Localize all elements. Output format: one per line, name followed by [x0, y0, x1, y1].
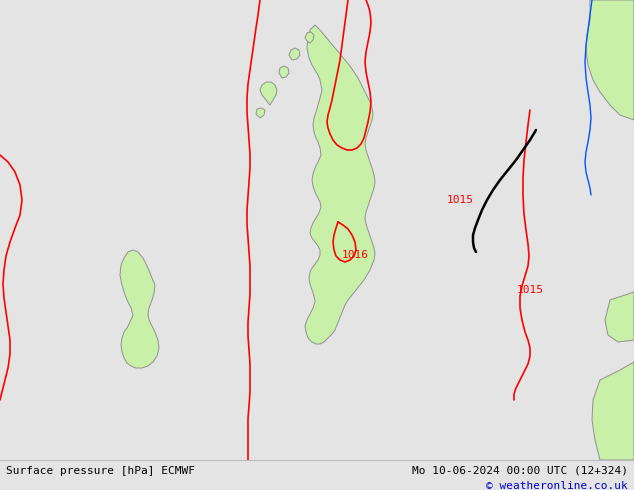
Text: 1016: 1016 [342, 250, 368, 260]
Text: 1015: 1015 [446, 195, 474, 205]
Polygon shape [260, 82, 277, 105]
Polygon shape [605, 292, 634, 342]
Polygon shape [305, 32, 314, 43]
Text: 1015: 1015 [517, 285, 543, 295]
Polygon shape [279, 66, 289, 78]
Polygon shape [289, 48, 300, 60]
Polygon shape [305, 25, 375, 344]
Polygon shape [586, 0, 634, 120]
Text: Surface pressure [hPa] ECMWF: Surface pressure [hPa] ECMWF [6, 466, 195, 475]
Polygon shape [256, 108, 265, 118]
Polygon shape [592, 362, 634, 460]
Polygon shape [120, 250, 159, 368]
Text: Mo 10-06-2024 00:00 UTC (12+324): Mo 10-06-2024 00:00 UTC (12+324) [411, 466, 628, 475]
Text: © weatheronline.co.uk: © weatheronline.co.uk [486, 481, 628, 490]
